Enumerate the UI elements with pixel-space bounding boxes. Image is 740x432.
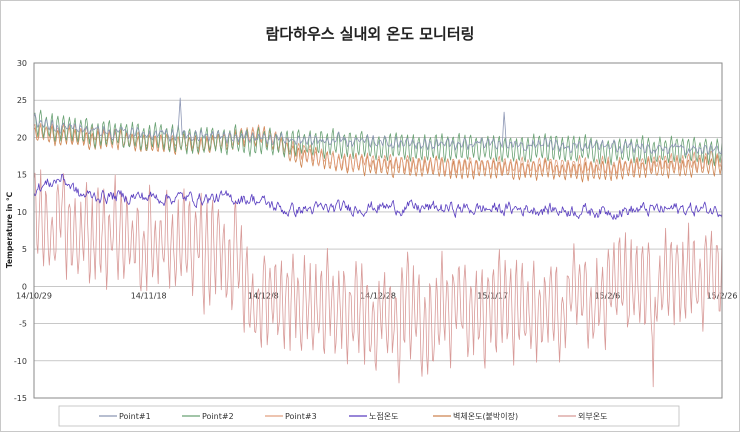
legend-box — [58, 405, 680, 427]
y-tick-label: 0 — [22, 282, 27, 291]
y-tick-labels: 30 25 20 15 10 5 0 -5 -10 -15 — [14, 59, 27, 403]
chart-title: 람다하우스 실내외 온도 모니터링 — [266, 25, 475, 43]
y-tick-label: 20 — [17, 133, 27, 142]
legend-label: Point#3 — [285, 412, 317, 421]
series-line — [33, 122, 723, 176]
y-axis-label: Temperature in ℃ — [5, 192, 14, 268]
plot-border — [33, 62, 723, 399]
y-tick-label: 10 — [17, 208, 27, 217]
legend-label: Point#1 — [119, 412, 151, 421]
x-tick-label: 15/2/6 — [594, 291, 620, 300]
x-tick-label: 14/11/18 — [131, 291, 167, 300]
gridlines — [34, 62, 722, 399]
legend-label: 외부온도 — [578, 411, 607, 421]
y-tick-label: 15 — [17, 171, 27, 180]
series-line — [33, 169, 723, 388]
y-tick-label: -5 — [19, 320, 27, 329]
legend-label: 벽체온도(붙박이장) — [453, 411, 518, 421]
y-tick-label: -15 — [14, 394, 27, 403]
series-line — [33, 97, 723, 156]
x-tick-label: 14/12/8 — [248, 291, 279, 300]
legend-label: Point#2 — [202, 412, 234, 421]
series-lines — [33, 97, 723, 388]
legend-label: 노점온도 — [369, 411, 398, 421]
legend: Point#1 Point#2 Point#3 노점온도 벽체온도(붙박이장) 외부온도 — [58, 405, 680, 427]
series-line — [33, 124, 723, 183]
y-tick-label: 30 — [17, 59, 27, 68]
y-tick-label: 25 — [17, 96, 27, 105]
series-line — [33, 173, 723, 220]
series-line — [33, 109, 723, 167]
y-tick-label: 5 — [22, 245, 27, 254]
y-tick-label: -10 — [14, 357, 27, 366]
